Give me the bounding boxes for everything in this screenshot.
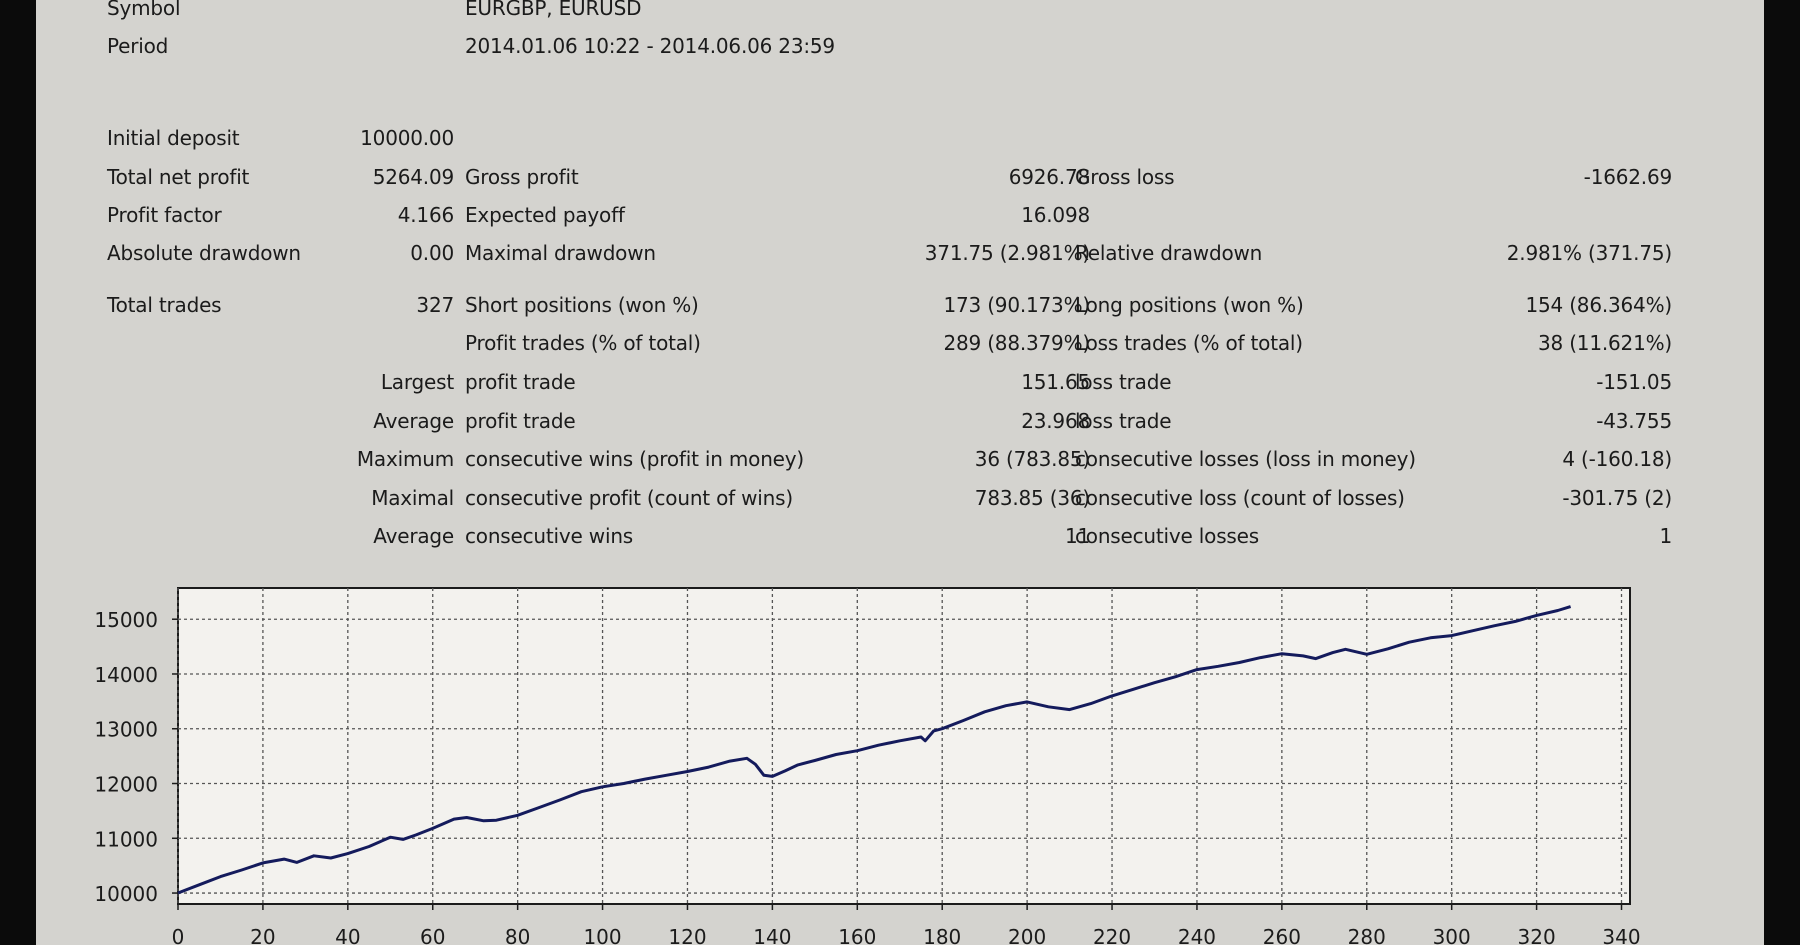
maximal-consecutive-profit-value: 783.85 (36) [974, 486, 1090, 510]
average-consecutive-losses-label: consecutive losses [1075, 524, 1259, 548]
absolute-drawdown-value: 0.00 [410, 241, 454, 265]
x-tick-label: 220 [1093, 925, 1131, 945]
largest-profit-trade-label: profit trade [465, 370, 576, 394]
y-tick-label: 13000 [94, 718, 158, 742]
average-consecutive-wins-label: consecutive wins [465, 524, 634, 548]
max-consecutive-wins-label: consecutive wins (profit in money) [465, 447, 805, 471]
average-profit-trade-value: 23.968 [1021, 409, 1090, 433]
maximal-consecutive-loss-label: consecutive loss (count of losses) [1075, 486, 1405, 510]
profit-trades-label: Profit trades (% of total) [465, 331, 701, 355]
chart-grid [172, 588, 1630, 910]
x-tick-label: 20 [250, 925, 275, 945]
largest-profit-trade-value: 151.65 [1021, 370, 1090, 394]
gross-loss-value: -1662.69 [1583, 165, 1673, 189]
maximum-prefix: Maximum [356, 447, 454, 471]
relative-drawdown-label: Relative drawdown [1075, 241, 1263, 265]
max-consecutive-wins-value: 36 (783.85) [974, 447, 1090, 471]
largest-prefix: Largest [380, 370, 454, 394]
average-profit-trade-label: profit trade [465, 409, 576, 433]
average-consecutive-wins-value: 11 [1064, 524, 1090, 548]
expected-payoff-label: Expected payoff [465, 203, 625, 227]
long-positions-label: Long positions (won %) [1075, 293, 1304, 317]
profit-factor-label: Profit factor [107, 203, 222, 227]
x-tick-label: 160 [838, 925, 876, 945]
x-tick-label: 260 [1263, 925, 1301, 945]
x-tick-label: 140 [753, 925, 791, 945]
total-net-profit-label: Total net profit [107, 165, 250, 189]
expected-payoff-value: 16.098 [1021, 203, 1090, 227]
average-consecutive-prefix: Average [373, 524, 454, 548]
symbol-value: EURGBP, EURUSD [465, 0, 642, 20]
absolute-drawdown-label: Absolute drawdown [107, 241, 301, 265]
maximal-consecutive-loss-value: -301.75 (2) [1562, 486, 1672, 510]
y-tick-label: 11000 [94, 827, 158, 851]
x-tick-label: 120 [668, 925, 706, 945]
loss-trades-label: Loss trades (% of total) [1075, 331, 1303, 355]
gross-profit-value: 6926.78 [1008, 165, 1091, 189]
total-net-profit-value: 5264.09 [372, 165, 455, 189]
average-loss-trade-value: -43.755 [1596, 409, 1672, 433]
largest-loss-trade-value: -151.05 [1596, 370, 1672, 394]
maximal-consecutive-profit-label: consecutive profit (count of wins) [465, 486, 793, 510]
y-tick-label: 12000 [94, 773, 158, 797]
x-tick-label: 0 [172, 925, 185, 945]
maximal-drawdown-label: Maximal drawdown [465, 241, 656, 265]
total-trades-label: Total trades [107, 293, 222, 317]
x-tick-label: 40 [335, 925, 360, 945]
symbol-label: Symbol [107, 0, 181, 20]
initial-deposit-value: 10000.00 [360, 126, 454, 150]
largest-loss-trade-label: loss trade [1075, 370, 1172, 394]
x-tick-label: 240 [1178, 925, 1216, 945]
max-consecutive-losses-value: 4 (-160.18) [1562, 447, 1672, 471]
gross-loss-label: Gross loss [1075, 165, 1175, 189]
maximal-drawdown-value: 371.75 (2.981%) [924, 241, 1090, 265]
loss-trades-value: 38 (11.621%) [1538, 331, 1672, 355]
balance-line [177, 605, 1572, 895]
average-consecutive-losses-value: 1 [1659, 524, 1672, 548]
average-prefix: Average [373, 409, 454, 433]
long-positions-value: 154 (86.364%) [1525, 293, 1672, 317]
short-positions-value: 173 (90.173%) [943, 293, 1090, 317]
short-positions-label: Short positions (won %) [465, 293, 699, 317]
x-tick-label: 180 [923, 925, 961, 945]
max-consecutive-losses-label: consecutive losses (loss in money) [1075, 447, 1416, 471]
x-tick-label: 100 [583, 925, 621, 945]
period-value: 2014.01.06 10:22 - 2014.06.06 23:59 [465, 34, 835, 58]
period-label: Period [107, 34, 169, 58]
total-trades-value: 327 [416, 293, 454, 317]
profit-trades-value: 289 (88.379%) [943, 331, 1090, 355]
average-loss-trade-label: loss trade [1075, 409, 1172, 433]
y-tick-label: 14000 [94, 663, 158, 687]
y-tick-label: 15000 [94, 608, 158, 632]
chart-plot-area [177, 587, 1631, 905]
x-tick-label: 200 [1008, 925, 1046, 945]
x-tick-label: 60 [420, 925, 445, 945]
relative-drawdown-value: 2.981% (371.75) [1506, 241, 1672, 265]
maximal-prefix: Maximal [371, 486, 454, 510]
x-axis-tick-labels: 0 20 40 60 80 100 120 140 160 180 200 220 240 260 280 3… [172, 925, 1641, 945]
x-tick-label: 320 [1518, 925, 1556, 945]
x-tick-label: 80 [505, 925, 530, 945]
y-axis-tick-labels: 10000 11000 12000 13000 14000 15000 [94, 608, 158, 906]
x-tick-label: 300 [1433, 925, 1471, 945]
x-tick-label: 280 [1348, 925, 1386, 945]
profit-factor-value: 4.166 [397, 203, 454, 227]
gross-profit-label: Gross profit [465, 165, 579, 189]
initial-deposit-label: Initial deposit [107, 126, 240, 150]
x-tick-label: 340 [1602, 925, 1640, 945]
y-tick-label: 10000 [94, 882, 158, 906]
